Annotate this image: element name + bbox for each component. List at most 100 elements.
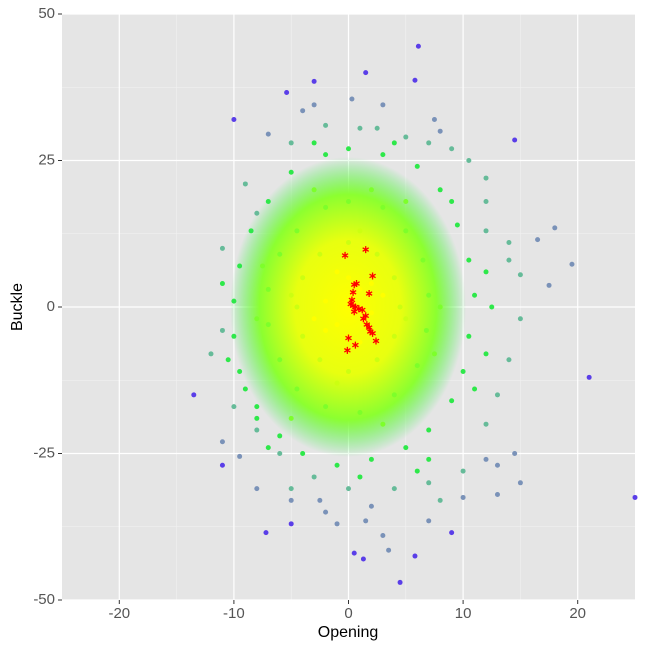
point	[494, 462, 500, 468]
point	[300, 451, 306, 456]
point	[397, 304, 403, 310]
x-tick-label: -10	[223, 605, 245, 622]
point	[426, 456, 432, 462]
point	[349, 96, 355, 102]
asterisk-point	[365, 324, 373, 332]
point	[517, 316, 523, 322]
point	[512, 137, 518, 143]
point	[219, 245, 225, 251]
point	[231, 333, 237, 339]
point	[219, 281, 225, 287]
point	[346, 486, 351, 492]
point	[483, 199, 489, 205]
point	[294, 304, 300, 310]
point	[403, 316, 409, 322]
point	[426, 292, 432, 298]
point	[317, 251, 323, 257]
point	[431, 116, 437, 122]
point	[265, 131, 271, 137]
point	[323, 327, 329, 333]
point	[391, 486, 397, 492]
point	[346, 275, 351, 281]
point	[380, 292, 386, 298]
point	[248, 228, 254, 234]
point	[414, 363, 420, 369]
point	[368, 310, 374, 316]
point	[265, 286, 271, 292]
point	[311, 78, 317, 84]
point	[254, 404, 260, 410]
point	[346, 304, 351, 310]
point	[346, 368, 351, 374]
point	[437, 497, 443, 503]
point	[368, 187, 374, 193]
x-tick-label: -20	[108, 605, 130, 622]
point	[632, 494, 638, 500]
point	[483, 228, 489, 234]
asterisk-point	[372, 337, 380, 345]
point	[363, 518, 369, 524]
point	[242, 386, 248, 392]
point	[265, 322, 271, 328]
point	[237, 263, 243, 269]
asterisk-point	[355, 305, 363, 313]
point	[323, 122, 329, 128]
point	[260, 263, 266, 269]
y-tick-label: 25	[38, 151, 55, 168]
point	[483, 351, 489, 357]
y-tick-label: 50	[38, 5, 55, 22]
point	[288, 169, 294, 175]
point	[391, 275, 397, 281]
point	[412, 77, 418, 83]
point	[288, 415, 294, 421]
point	[300, 275, 306, 281]
point	[254, 210, 260, 216]
point	[415, 43, 421, 49]
point	[437, 187, 443, 193]
asterisk-point	[343, 346, 351, 354]
point	[242, 181, 248, 187]
point	[288, 521, 294, 527]
point	[483, 269, 489, 275]
point	[449, 398, 455, 404]
point	[346, 199, 351, 205]
point	[294, 386, 300, 392]
point	[254, 427, 260, 433]
asterisk-point	[349, 288, 357, 296]
point	[397, 579, 403, 585]
asterisk-point	[360, 315, 367, 323]
y-tick-label: -25	[33, 444, 55, 461]
point	[437, 304, 443, 310]
point	[191, 392, 197, 398]
point	[357, 228, 363, 234]
point	[380, 533, 386, 539]
point	[386, 547, 392, 553]
point	[368, 503, 374, 509]
point	[277, 451, 283, 456]
point	[277, 433, 283, 439]
point	[460, 494, 466, 500]
point	[311, 474, 317, 480]
point	[483, 456, 489, 462]
point	[219, 462, 225, 468]
point	[506, 257, 512, 263]
point	[351, 550, 357, 556]
point	[263, 530, 269, 536]
asterisk-point	[348, 296, 356, 304]
point	[300, 108, 306, 114]
point	[391, 333, 397, 339]
point	[517, 272, 523, 278]
point	[426, 427, 432, 433]
point	[449, 199, 455, 205]
point	[334, 462, 340, 468]
point	[403, 445, 409, 451]
point	[346, 146, 351, 152]
point	[294, 228, 300, 234]
point	[277, 357, 283, 363]
y-axis-title: Buckle	[9, 283, 26, 331]
point	[460, 368, 466, 374]
point	[311, 140, 317, 146]
point	[586, 374, 592, 380]
asterisk-point	[369, 329, 376, 337]
point	[311, 187, 317, 193]
